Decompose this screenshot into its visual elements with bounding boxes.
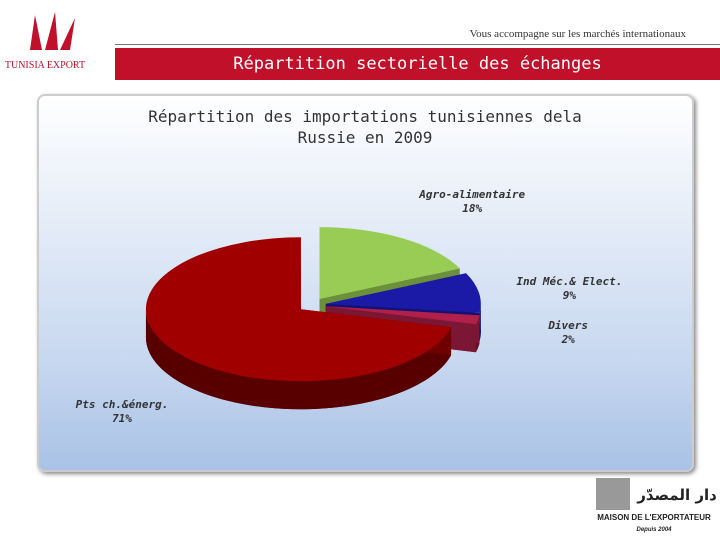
slice-label: Divers <box>547 319 588 332</box>
slice-side <box>479 303 481 341</box>
slice <box>325 273 481 313</box>
logo-right: دار المصدّر MAISON DE L'EXPORTATEUR Depu… <box>596 478 717 533</box>
tagline: Vous accompagne sur les marchés internat… <box>469 28 686 40</box>
slice <box>325 306 480 325</box>
chart-title: Répartition des importations tunisiennes… <box>148 107 582 147</box>
slice <box>319 227 460 300</box>
logo-building <box>596 478 630 510</box>
logo-mark <box>30 12 75 50</box>
logo-text: MAISON DE L'EXPORTATEUR <box>597 513 711 522</box>
slice-side <box>145 309 452 410</box>
slice-value-label: 71% <box>112 412 132 425</box>
slice <box>145 237 452 382</box>
slice-label: Ind Méc.& Elect. <box>516 275 622 288</box>
logo-text: TUNISIA EXPORT <box>5 60 85 71</box>
slice-label: Agro-alimentaire <box>418 188 525 201</box>
logo-left: TUNISIA EXPORT <box>5 12 85 71</box>
banner: Répartition sectorielle des échanges <box>115 48 720 80</box>
logo-since: Depuis 2004 <box>636 527 672 533</box>
slice-label: Pts ch.&énerg. <box>76 398 169 411</box>
slice-value-label: 9% <box>563 289 577 302</box>
rule <box>115 44 720 45</box>
logo-arabic: دار المصدّر <box>636 486 717 504</box>
slice-value-label: 18% <box>462 202 482 215</box>
slice-value-label: 2% <box>561 333 576 346</box>
